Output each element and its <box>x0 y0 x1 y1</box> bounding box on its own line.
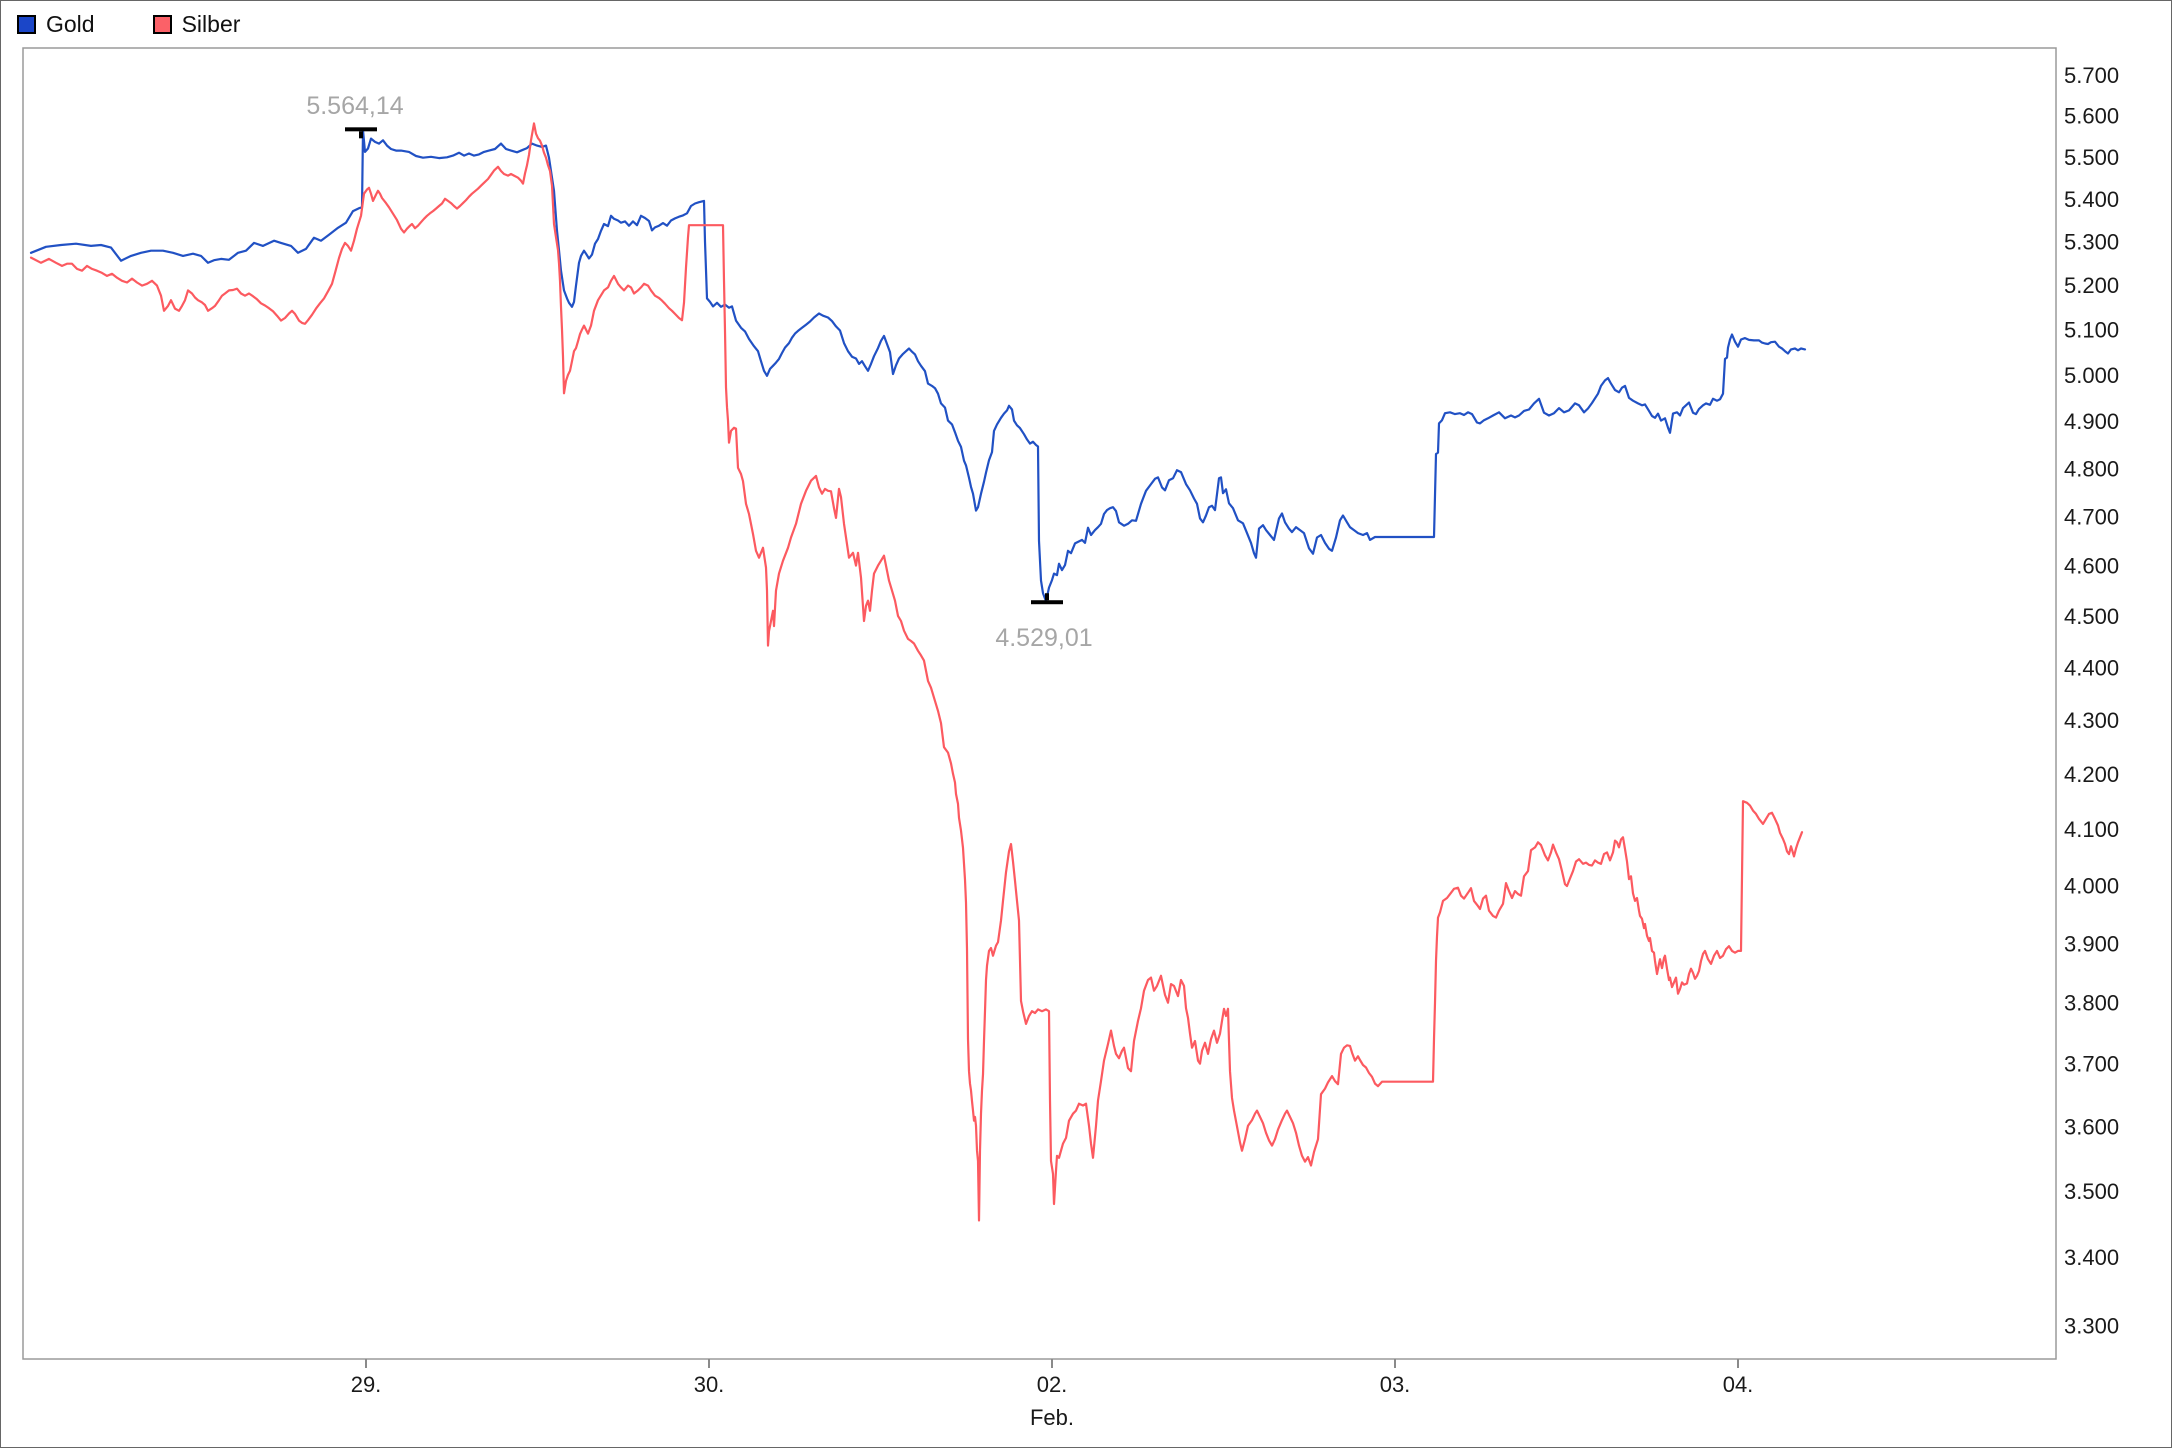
low-marker-icon <box>1031 600 1063 605</box>
y-axis-tick-label: 4.200 <box>2064 762 2119 787</box>
high-marker-icon <box>345 127 377 132</box>
y-axis-tick-label: 5.700 <box>2064 63 2119 88</box>
y-axis-tick-label: 4.700 <box>2064 504 2119 529</box>
legend-label-silber: Silber <box>181 11 241 37</box>
x-axis-tick-label: 04. <box>1723 1372 1754 1397</box>
x-axis-tick-label: 30. <box>694 1372 725 1397</box>
y-axis-tick-label: 4.800 <box>2064 456 2119 481</box>
y-axis-tick-label: 4.600 <box>2064 554 2119 579</box>
y-axis-tick-label: 5.300 <box>2064 230 2119 255</box>
low-marker-stem-icon <box>1045 593 1049 601</box>
high-marker-stem-icon <box>359 131 363 139</box>
y-axis-tick-label: 4.300 <box>2064 708 2119 733</box>
y-axis-tick-label: 3.600 <box>2064 1114 2119 1139</box>
y-axis-tick-label: 3.900 <box>2064 931 2119 956</box>
y-axis-tick-label: 3.500 <box>2064 1179 2119 1204</box>
y-axis-tick-label: 5.200 <box>2064 273 2119 298</box>
silber-line <box>29 122 1804 1222</box>
high-annotation-label: 5.564,14 <box>306 92 403 120</box>
y-axis-tick-label: 4.900 <box>2064 409 2119 434</box>
x-axis-tick-label: 02. <box>1037 1372 1068 1397</box>
low-annotation-label: 4.529,01 <box>995 624 1092 652</box>
plot-border <box>22 47 2057 1360</box>
gold-line <box>29 129 1807 603</box>
y-axis-tick-label: 3.800 <box>2064 991 2119 1016</box>
gold-swatch-icon <box>17 15 36 34</box>
legend-item-gold[interactable]: Gold <box>17 13 95 36</box>
legend-label-gold: Gold <box>46 11 95 37</box>
y-axis-tick-label: 4.400 <box>2064 655 2119 680</box>
chart-legend: Gold Silber <box>17 13 240 36</box>
legend-item-silber[interactable]: Silber <box>152 11 241 37</box>
y-axis-tick-label: 3.700 <box>2064 1052 2119 1077</box>
x-axis-tick-label: 03. <box>1380 1372 1411 1397</box>
silber-swatch-icon <box>152 15 172 34</box>
y-axis-tick-label: 4.100 <box>2064 817 2119 842</box>
x-axis-tick-label: 29. <box>351 1372 382 1397</box>
y-axis-tick-label: 3.400 <box>2064 1245 2119 1270</box>
y-axis-tick-label: 5.400 <box>2064 187 2119 212</box>
x-axis-month-label: Feb. <box>1030 1405 1074 1430</box>
y-axis-tick-label: 3.300 <box>2064 1313 2119 1338</box>
y-axis-tick-label: 5.500 <box>2064 145 2119 170</box>
y-axis-tick-label: 4.500 <box>2064 604 2119 629</box>
y-axis-tick-label: 4.000 <box>2064 873 2119 898</box>
y-axis-tick-label: 5.100 <box>2064 318 2119 343</box>
y-axis-tick-label: 5.600 <box>2064 104 2119 129</box>
y-axis-tick-label: 5.000 <box>2064 363 2119 388</box>
